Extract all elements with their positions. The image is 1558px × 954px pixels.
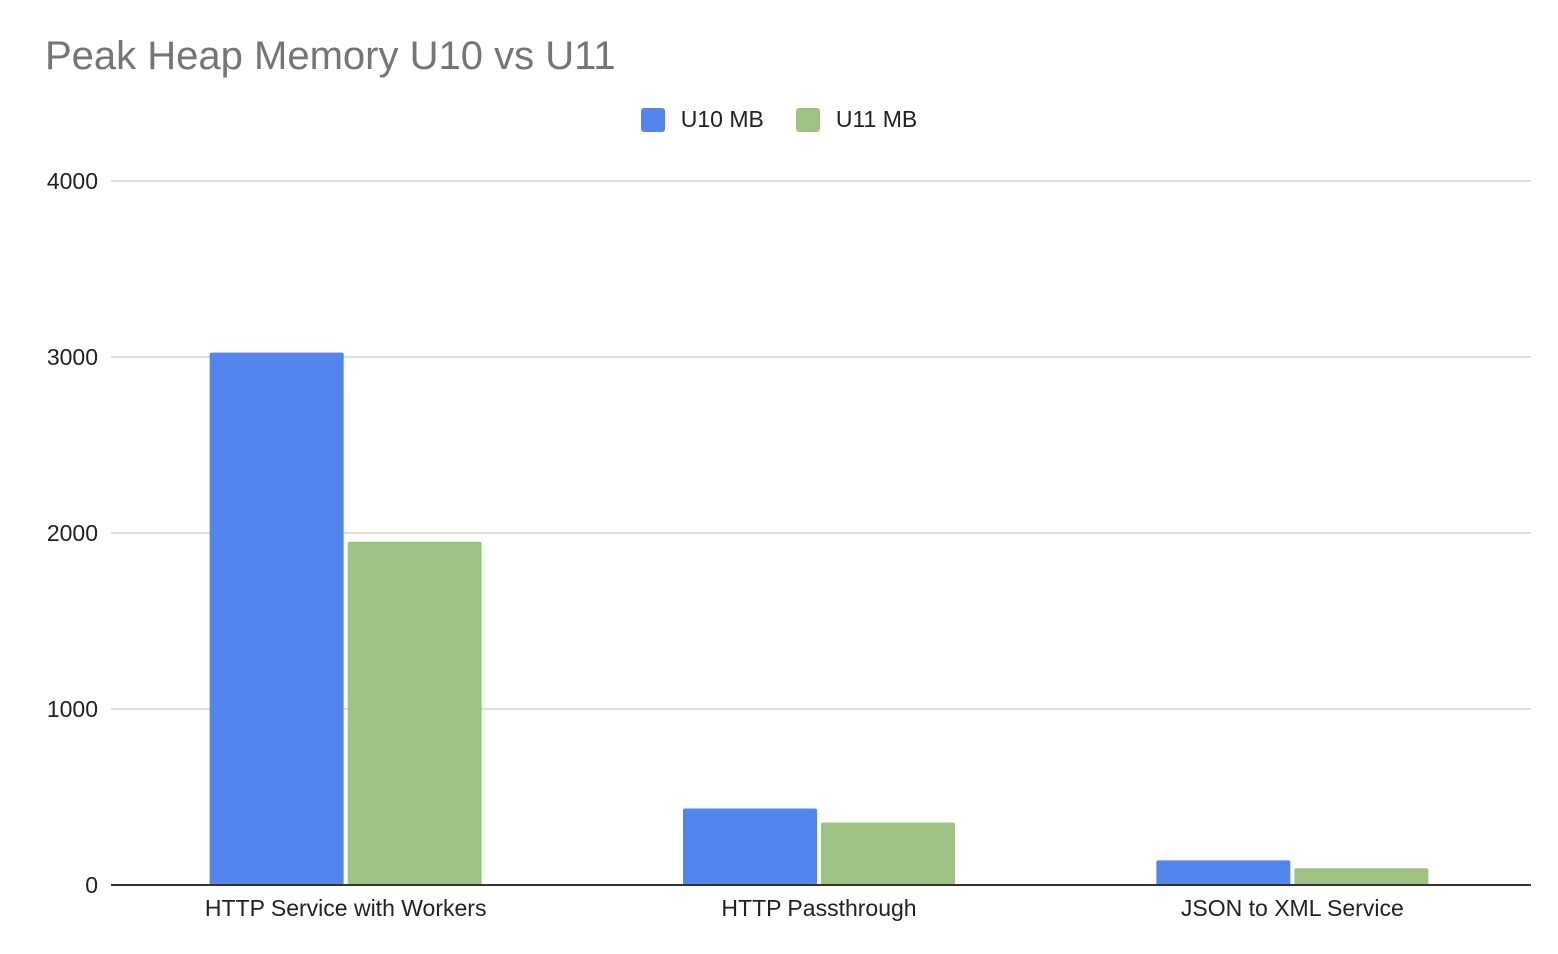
bar-u10-mb-0 bbox=[209, 352, 344, 886]
legend-swatch-u10 bbox=[640, 107, 665, 132]
legend-item-u10[interactable]: U10 MB bbox=[640, 106, 764, 133]
legend: U10 MB U11 MB bbox=[0, 106, 1558, 133]
x-tick-label-0: HTTP Service with Workers bbox=[205, 895, 487, 921]
x-tick-label-2: JSON to XML Service bbox=[1181, 895, 1404, 921]
y-tick-label-1000: 1000 bbox=[47, 696, 98, 722]
y-tick-label-0: 0 bbox=[85, 872, 98, 898]
bar-u11-mb-1 bbox=[821, 822, 955, 885]
bar-u10-mb-2 bbox=[1156, 860, 1291, 885]
y-tick-label-4000: 4000 bbox=[47, 168, 98, 194]
chart-title: Peak Heap Memory U10 vs U11 bbox=[45, 34, 616, 78]
legend-item-u11[interactable]: U11 MB bbox=[795, 106, 918, 133]
bar-u11-mb-2 bbox=[1294, 868, 1429, 885]
legend-swatch-u11 bbox=[795, 107, 820, 132]
legend-label-u10: U10 MB bbox=[680, 106, 764, 132]
x-tick-label-1: HTTP Passthrough bbox=[721, 895, 916, 921]
legend-label-u11: U11 MB bbox=[835, 106, 918, 132]
y-tick-label-3000: 3000 bbox=[47, 344, 98, 370]
y-tick-label-2000: 2000 bbox=[47, 520, 98, 546]
bar-u10-mb-1 bbox=[683, 808, 817, 885]
bar-u11-mb-0 bbox=[347, 541, 482, 885]
